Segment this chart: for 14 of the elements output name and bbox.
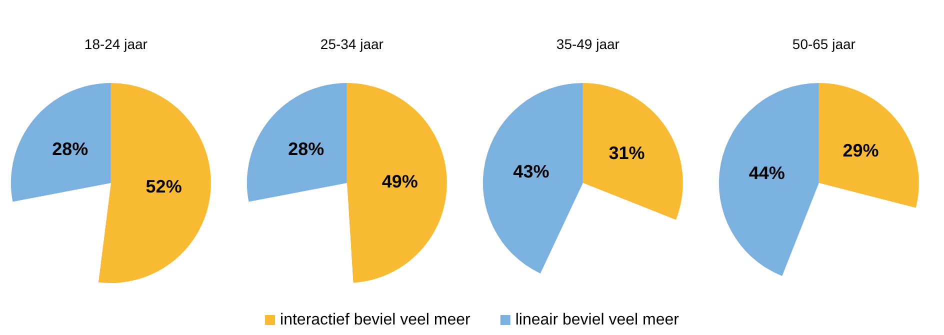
data-label: 52% [146,176,182,196]
data-label: 43% [513,161,550,182]
data-label: 29% [842,140,879,161]
legend-label: interactief beviel veel meer [280,312,472,328]
legend-label: lineair beviel veel meer [515,312,680,328]
slice-label: 25-34 jaar [320,36,384,52]
data-label: 49% [382,171,418,192]
data-label: 28% [288,139,324,160]
data-label: 44% [748,163,785,184]
data-label: 28% [52,139,88,160]
slice-label: 35-49 jaar [556,36,620,52]
slice-label: 18-24 jaar [84,36,148,52]
data-label: 31% [608,143,645,164]
slice-label: 50-65 jaar [792,36,856,52]
